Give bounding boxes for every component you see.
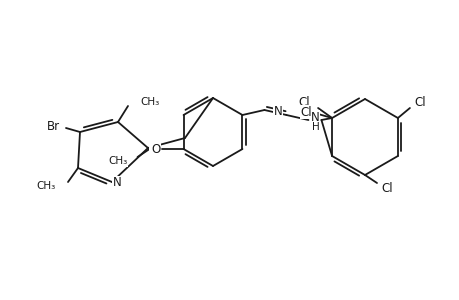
Text: N: N — [274, 104, 282, 118]
Text: H: H — [311, 122, 319, 132]
Text: N: N — [113, 176, 122, 190]
Text: Cl: Cl — [381, 182, 392, 196]
Text: N: N — [150, 142, 158, 154]
Text: CH₃: CH₃ — [108, 156, 127, 166]
Text: O: O — [151, 142, 160, 155]
Text: Br: Br — [47, 119, 60, 133]
Text: N: N — [310, 110, 319, 124]
Text: Cl: Cl — [413, 95, 425, 109]
Text: Cl: Cl — [297, 95, 309, 109]
Text: CH₃: CH₃ — [37, 181, 56, 191]
Text: CH₃: CH₃ — [140, 97, 159, 107]
Text: Cl: Cl — [300, 106, 311, 118]
